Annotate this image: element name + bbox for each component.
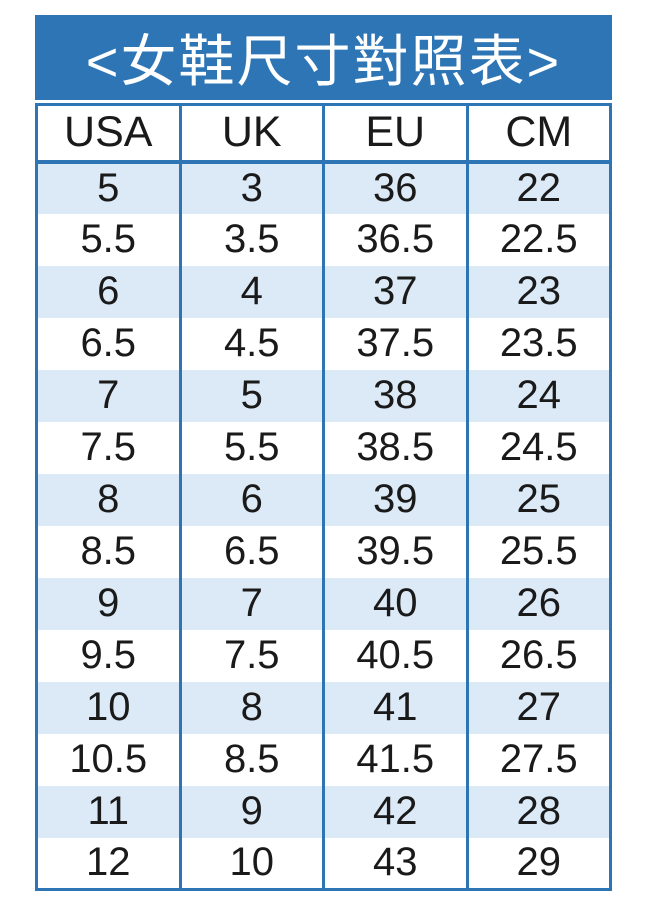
size-cell: 3 [178,161,325,214]
size-cell: 36.5 [322,213,469,266]
size-cell: 38 [322,369,469,422]
size-cell: 9.5 [35,629,182,682]
header-row: USA UK EU CM [35,104,612,164]
column-header-cm: CM [465,104,612,164]
size-cell: 5 [178,369,325,422]
table-row: 6 4 37 23 [35,265,612,318]
table-row: 7.5 5.5 38.5 24.5 [35,421,612,474]
size-cell: 41 [322,681,469,734]
table-row: 8 6 39 25 [35,473,612,526]
size-cell: 22.5 [465,213,612,266]
table-row: 10 8 41 27 [35,681,612,734]
size-cell: 6.5 [178,525,325,578]
table-body: 5 3 36 22 5.5 3.5 36.5 22.5 6 4 37 23 6.5 4.5 37.5 23.5… [35,161,612,890]
size-cell: 27.5 [465,733,612,786]
size-cell: 12 [35,837,182,890]
size-cell: 27 [465,681,612,734]
table-row: 6.5 4.5 37.5 23.5 [35,317,612,370]
table-row: 5 3 36 22 [35,161,612,214]
size-cell: 7 [35,369,182,422]
size-cell: 6.5 [35,317,182,370]
size-conversion-table: USA UK EU CM 5 3 36 22 5.5 3.5 36.5 22.5 6 4 37 23 6… [35,103,612,891]
size-cell: 6 [35,265,182,318]
size-cell: 37.5 [322,317,469,370]
size-cell: 8.5 [178,733,325,786]
size-cell: 26 [465,577,612,630]
size-cell: 8 [178,681,325,734]
chart-title-bar: <女鞋尺寸對照表> [35,15,612,100]
column-header-eu: EU [322,104,469,164]
size-cell: 29 [465,837,612,890]
size-cell: 38.5 [322,421,469,474]
table-row: 9.5 7.5 40.5 26.5 [35,629,612,682]
size-cell: 8.5 [35,525,182,578]
table-row: 12 10 43 29 [35,837,612,890]
size-cell: 3.5 [178,213,325,266]
size-cell: 42 [322,785,469,838]
size-cell: 4 [178,265,325,318]
size-cell: 26.5 [465,629,612,682]
size-cell: 10.5 [35,733,182,786]
size-cell: 6 [178,473,325,526]
table-header: USA UK EU CM [35,104,612,164]
size-cell: 22 [465,161,612,214]
size-cell: 5 [35,161,182,214]
size-cell: 25.5 [465,525,612,578]
size-cell: 37 [322,265,469,318]
size-cell: 8 [35,473,182,526]
size-cell: 24 [465,369,612,422]
size-cell: 4.5 [178,317,325,370]
size-cell: 10 [35,681,182,734]
size-cell: 24.5 [465,421,612,474]
size-cell: 7.5 [35,421,182,474]
size-cell: 40.5 [322,629,469,682]
size-cell: 40 [322,577,469,630]
column-header-usa: USA [35,104,182,164]
table-row: 10.5 8.5 41.5 27.5 [35,733,612,786]
size-cell: 9 [35,577,182,630]
size-cell: 10 [178,837,325,890]
size-cell: 11 [35,785,182,838]
size-cell: 5.5 [35,213,182,266]
size-cell: 23 [465,265,612,318]
chart-title: <女鞋尺寸對照表> [85,30,562,93]
table-row: 9 7 40 26 [35,577,612,630]
size-cell: 25 [465,473,612,526]
table-row: 11 9 42 28 [35,785,612,838]
size-cell: 28 [465,785,612,838]
table-row: 5.5 3.5 36.5 22.5 [35,213,612,266]
table-row: 8.5 6.5 39.5 25.5 [35,525,612,578]
size-cell: 39 [322,473,469,526]
size-cell: 7 [178,577,325,630]
size-cell: 9 [178,785,325,838]
size-chart: <女鞋尺寸對照表> USA UK EU CM 5 3 36 22 5.5 3.5 36.5 2… [35,15,612,891]
table-row: 7 5 38 24 [35,369,612,422]
size-cell: 43 [322,837,469,890]
size-cell: 7.5 [178,629,325,682]
size-cell: 5.5 [178,421,325,474]
size-cell: 36 [322,161,469,214]
size-cell: 23.5 [465,317,612,370]
size-cell: 41.5 [322,733,469,786]
column-header-uk: UK [178,104,325,164]
size-cell: 39.5 [322,525,469,578]
